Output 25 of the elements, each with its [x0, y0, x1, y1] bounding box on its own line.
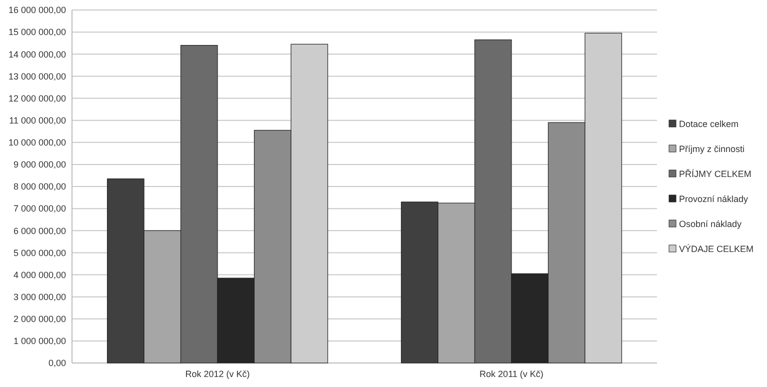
- y-tick-label: 13 000 000,00: [8, 71, 66, 82]
- y-tick-label: 16 000 000,00: [8, 5, 66, 16]
- legend-label: Dotace celkem: [679, 119, 739, 130]
- legend-label: Osobní náklady: [679, 219, 742, 230]
- y-tick-label: 6 000 000,00: [13, 226, 66, 236]
- y-tick-label: 2 000 000,00: [13, 314, 66, 324]
- y-tick-label: 12 000 000,00: [8, 93, 66, 104]
- x-tick-label: Rok 2012 (v Kč): [185, 369, 250, 379]
- y-tick-label: 8 000 000,00: [13, 182, 66, 192]
- y-tick-label: 9 000 000,00: [13, 160, 66, 170]
- legend-label: Provozní náklady: [679, 194, 749, 204]
- y-tick-label: 1 000 000,00: [13, 336, 66, 346]
- x-tick-label: Rok 2011 (v Kč): [480, 369, 544, 379]
- y-tick-label: 5 000 000,00: [13, 248, 66, 258]
- y-tick-label: 7 000 000,00: [13, 204, 66, 214]
- y-tick-label: 4 000 000,00: [13, 270, 66, 280]
- y-tick-label: 11 000 000,00: [9, 115, 66, 126]
- y-tick-label: 10 000 000,00: [8, 138, 66, 148]
- legend-label: Příjmy z činnosti: [679, 144, 745, 154]
- y-tick-label: 15 000 000,00: [8, 27, 66, 38]
- y-tick-label: 14 000 000,00: [8, 49, 66, 60]
- y-tick-label: 3 000 000,00: [13, 292, 66, 302]
- y-tick-label: 0,00: [48, 358, 66, 368]
- legend-label: VÝDAJE CELKEM: [679, 244, 754, 254]
- legend-label: PŘÍJMY CELKEM: [679, 169, 752, 180]
